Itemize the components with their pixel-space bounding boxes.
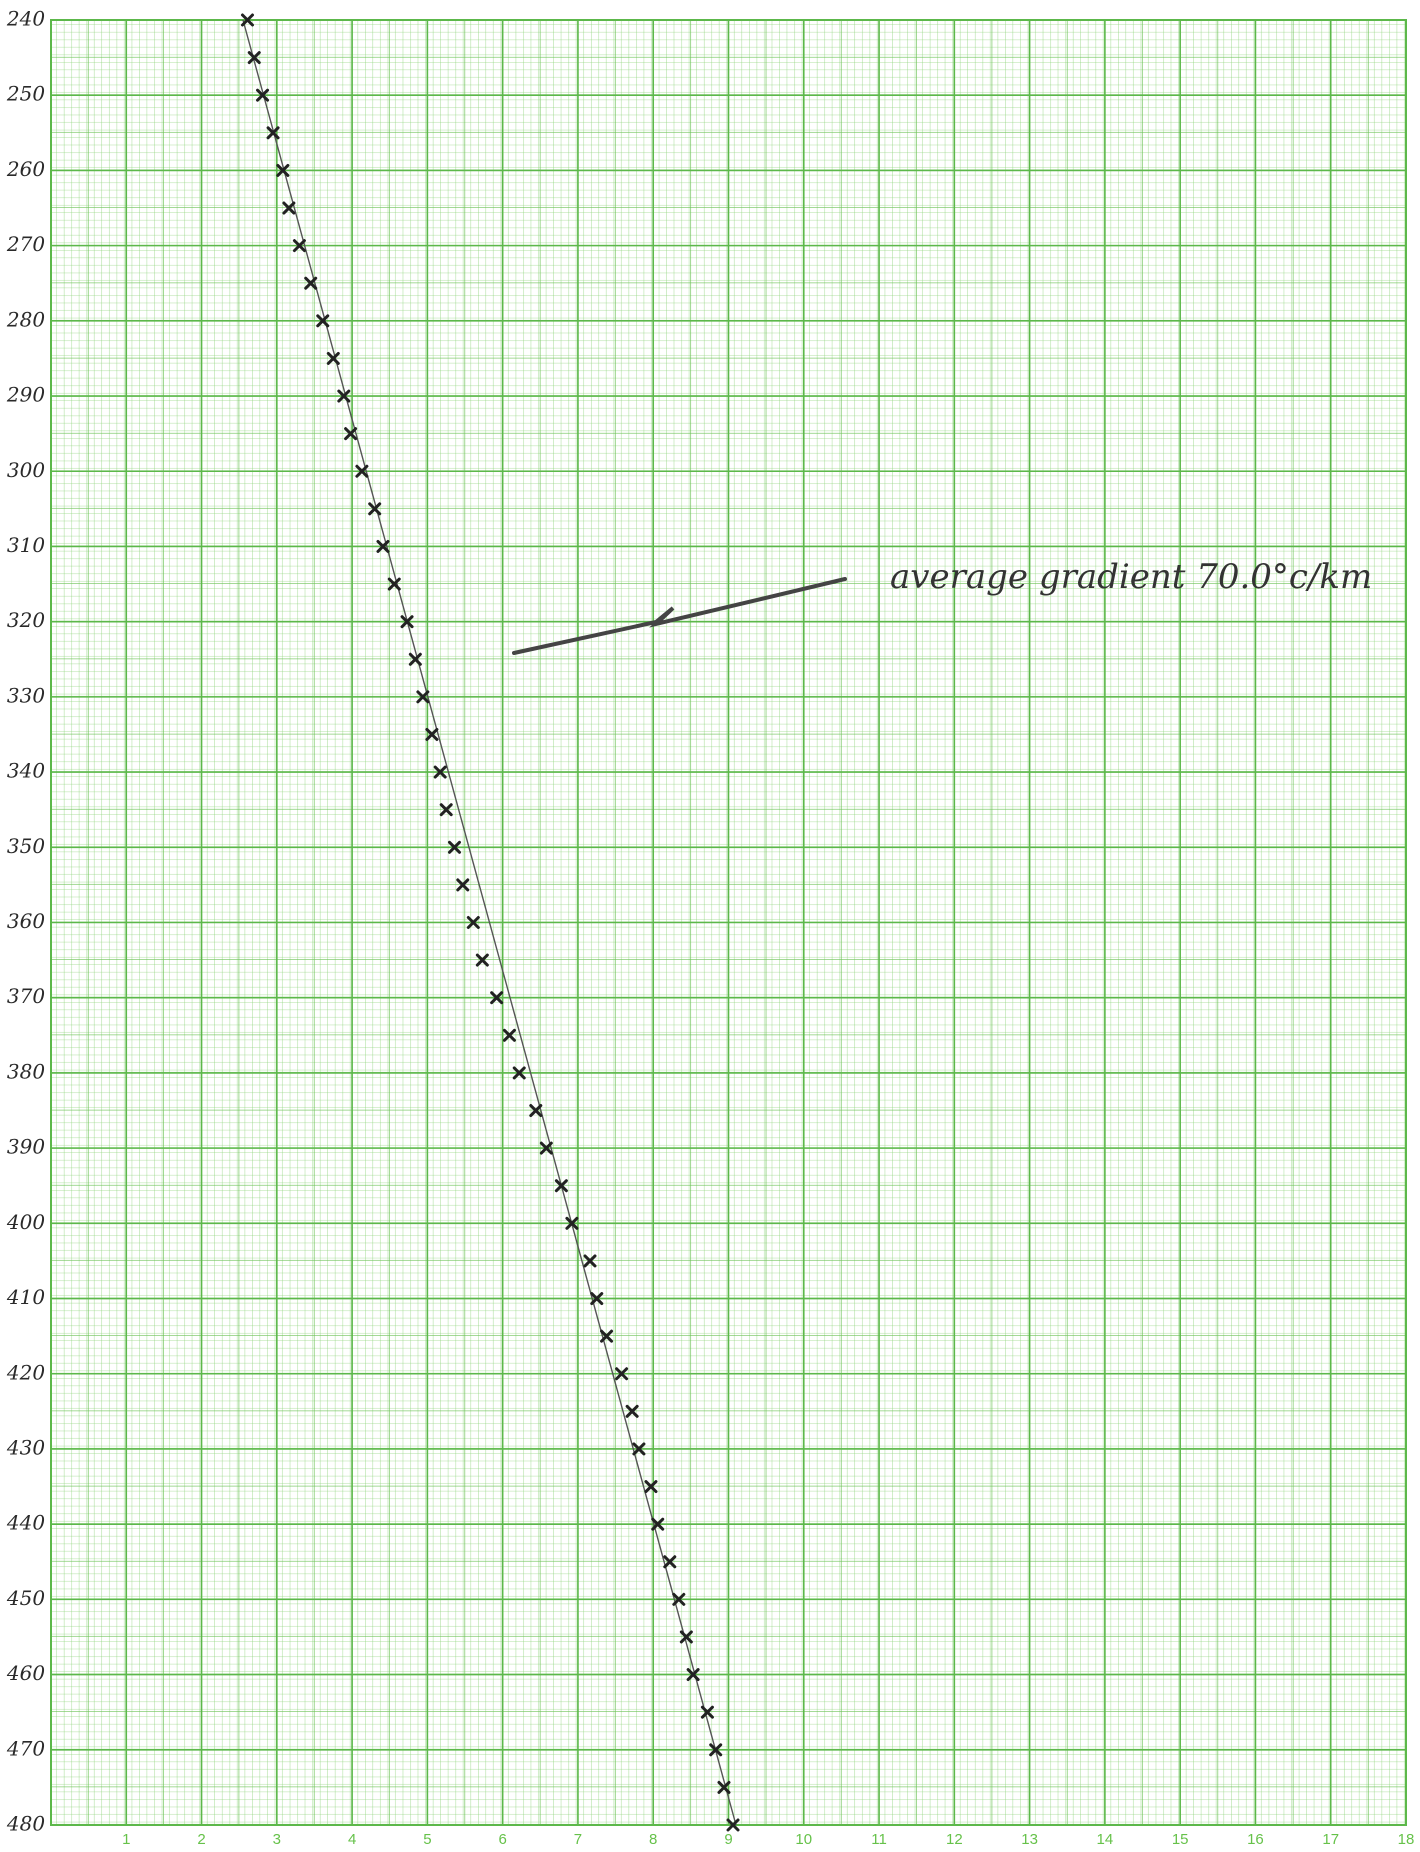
x-tick-label: 16: [1247, 1831, 1264, 1848]
y-tick-label: 240: [6, 7, 45, 31]
x-tick-label: 9: [724, 1831, 732, 1848]
x-tick-label: 8: [649, 1831, 657, 1848]
x-tick-label: 4: [348, 1831, 356, 1848]
y-tick-label: 250: [6, 82, 45, 106]
y-tick-label: 470: [6, 1736, 45, 1760]
x-tick-label: 12: [946, 1831, 963, 1848]
x-tick-label: 17: [1322, 1831, 1339, 1848]
y-tick-label: 280: [6, 307, 45, 331]
y-tick-label: 440: [6, 1511, 45, 1535]
x-tick-label: 14: [1097, 1831, 1114, 1848]
y-tick-label: 380: [7, 1059, 45, 1083]
y-tick-label: 330: [7, 683, 45, 707]
page: 2402502602702802903003103203303403503603…: [0, 0, 1420, 1852]
x-tick-label: 18: [1398, 1831, 1415, 1848]
y-tick-label: 430: [6, 1435, 45, 1459]
x-tick-label: 15: [1172, 1831, 1189, 1848]
y-tick-label: 420: [6, 1360, 45, 1384]
y-tick-label: 260: [6, 157, 45, 181]
x-tick-label: 2: [197, 1831, 205, 1848]
x-tick-label: 13: [1021, 1831, 1038, 1848]
y-tick-label: 480: [6, 1812, 45, 1836]
y-tick-label: 400: [6, 1210, 45, 1234]
y-tick-label: 290: [6, 383, 45, 407]
y-tick-label: 300: [7, 458, 45, 482]
y-tick-label: 310: [7, 533, 45, 557]
x-tick-label: 11: [871, 1831, 887, 1848]
x-tick-label: 5: [423, 1831, 431, 1848]
y-tick-label: 350: [7, 834, 45, 858]
x-tick-label: 7: [574, 1831, 582, 1848]
x-tick-label: 10: [795, 1831, 812, 1848]
y-tick-label: 320: [7, 608, 45, 632]
chart: 2402502602702802903003103203303403503603…: [0, 0, 1420, 1852]
x-tick-label: 6: [498, 1831, 506, 1848]
y-tick-label: 460: [6, 1661, 45, 1685]
y-tick-label: 340: [7, 759, 45, 783]
y-tick-label: 390: [7, 1135, 45, 1159]
x-tick-label: 1: [122, 1831, 130, 1848]
y-tick-label: 450: [6, 1586, 45, 1610]
y-tick-label: 370: [7, 984, 45, 1008]
y-tick-label: 410: [6, 1285, 45, 1309]
annotation: average gradient 70.0°c/km: [890, 557, 1372, 597]
x-tick-label: 3: [273, 1831, 281, 1848]
y-tick-label: 360: [7, 909, 45, 933]
y-tick-label: 270: [6, 232, 45, 256]
